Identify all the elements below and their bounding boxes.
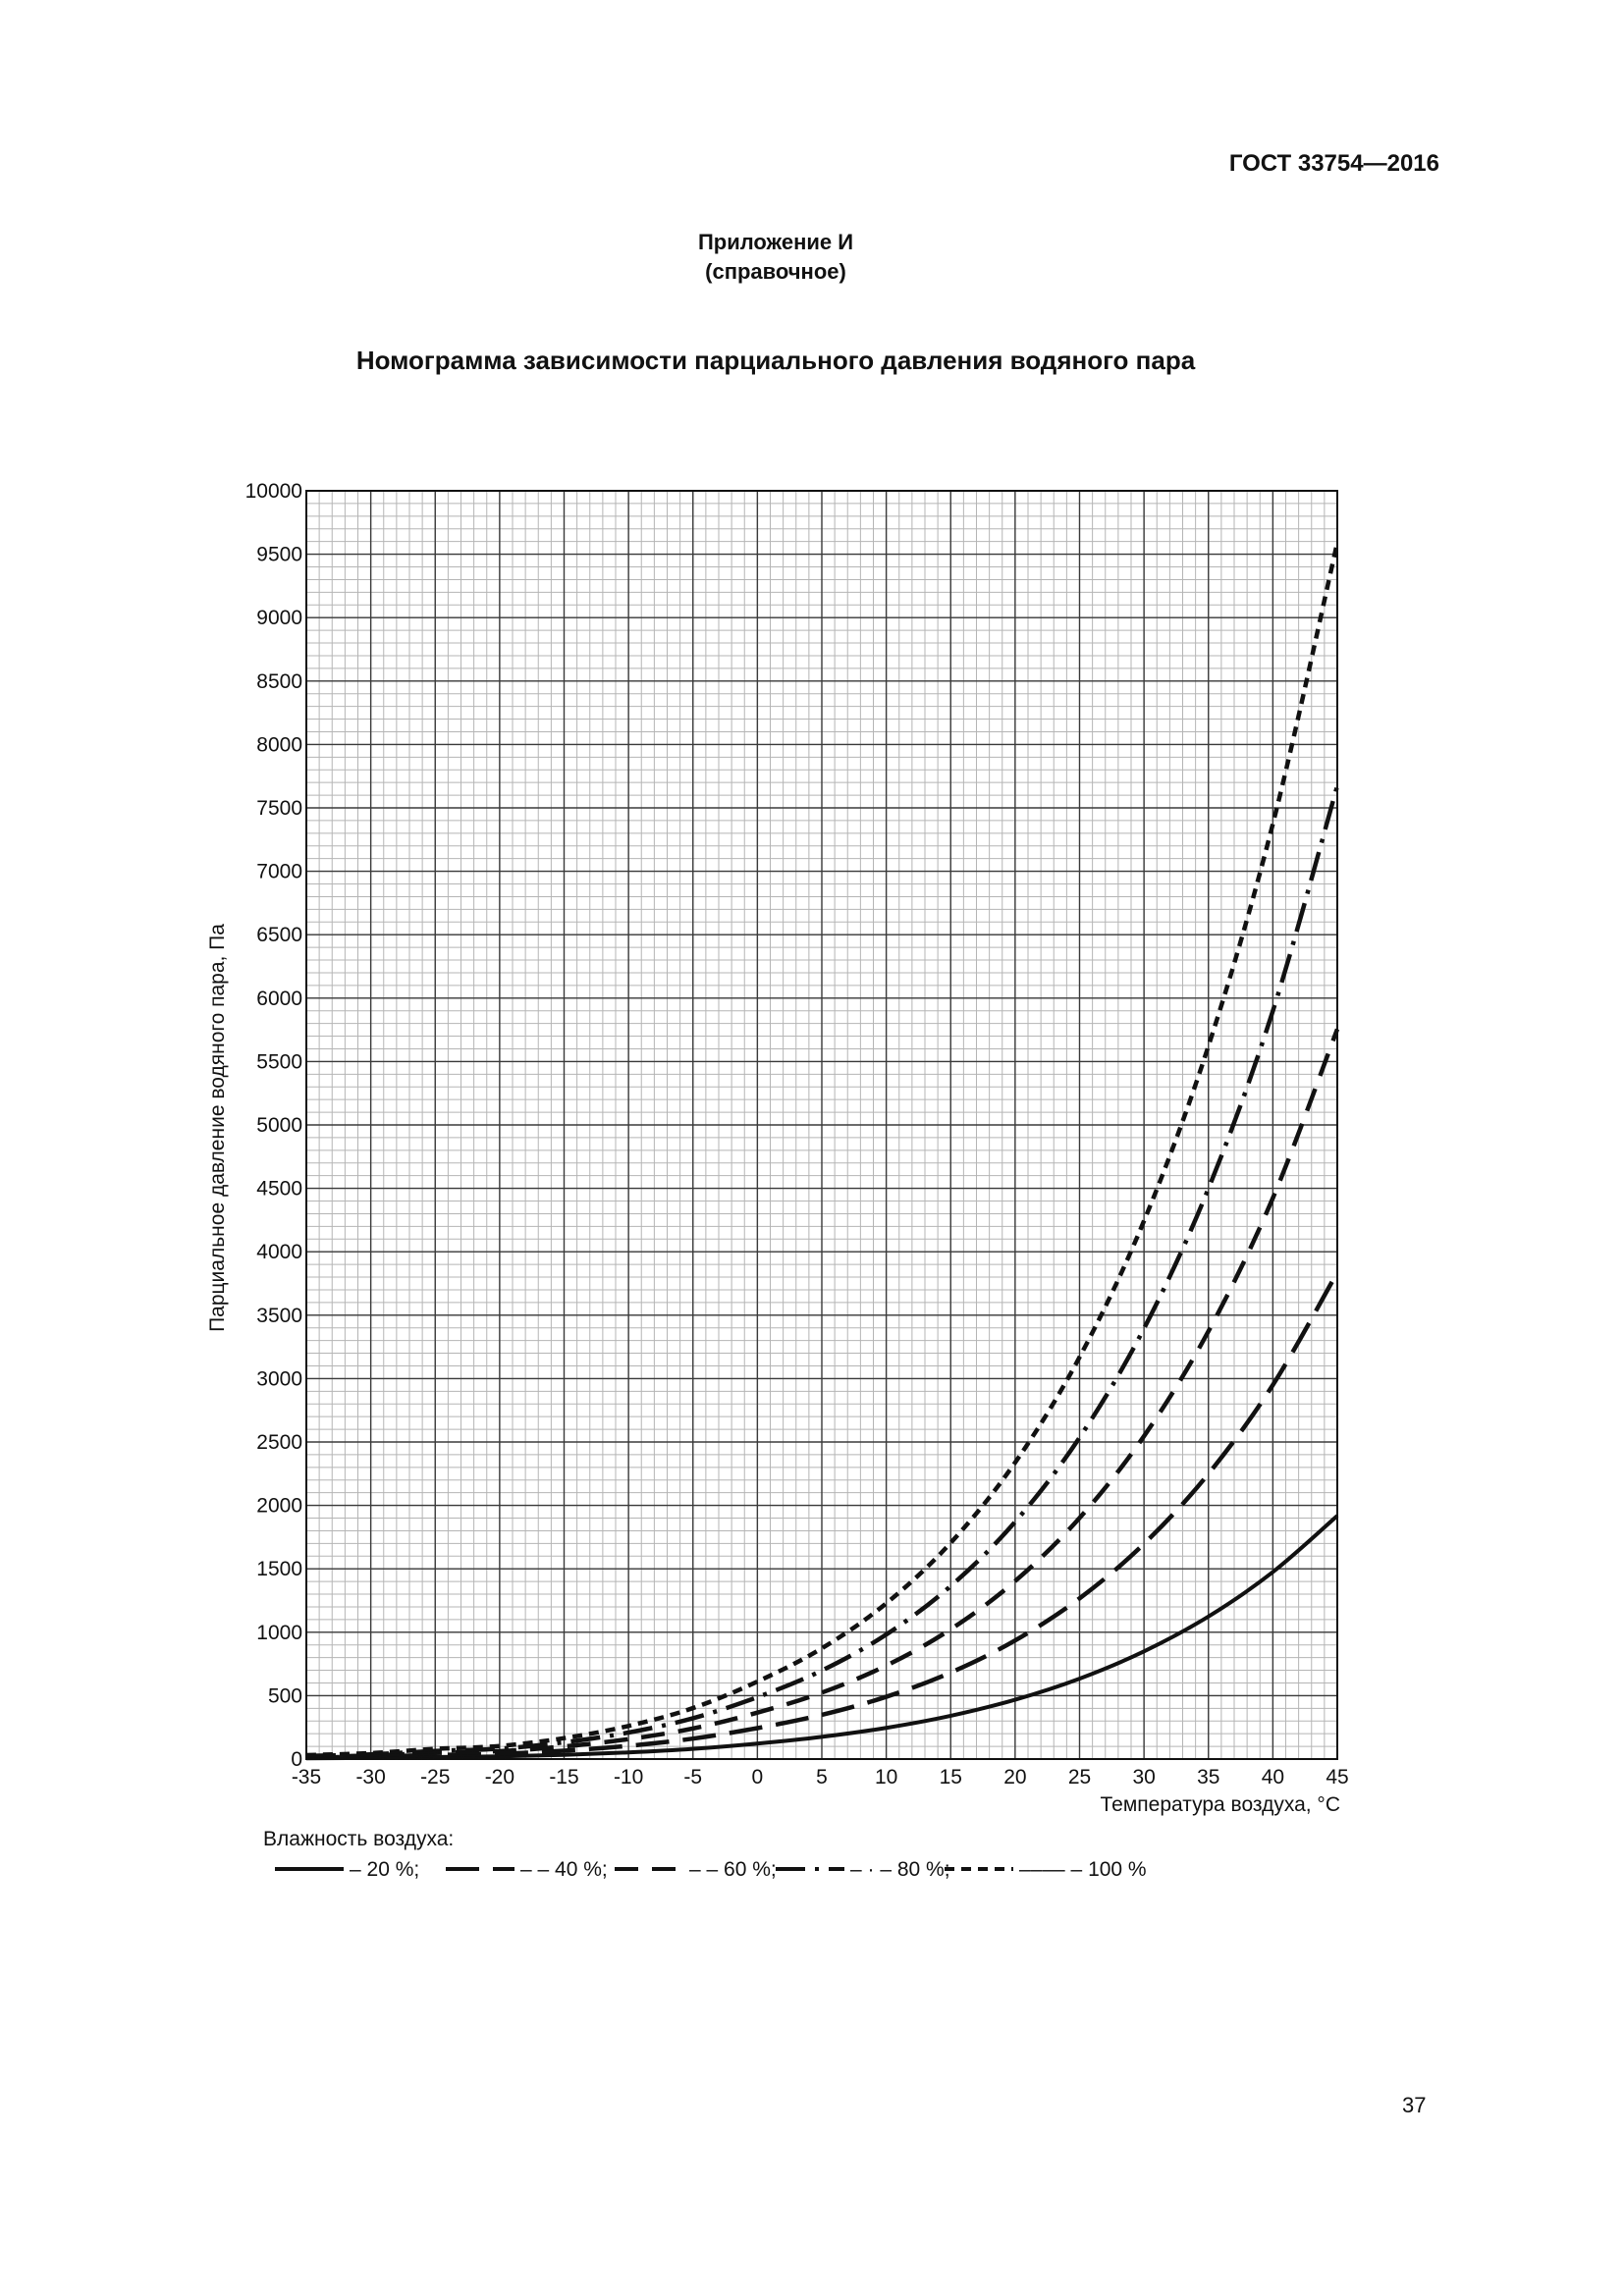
y-tick-label: 10000 — [245, 480, 302, 503]
y-tick-label: 1000 — [256, 1622, 302, 1644]
series-line-3 — [305, 1028, 1340, 1759]
y-tick-label: 6500 — [256, 924, 302, 946]
y-tick-label: 0 — [291, 1748, 302, 1771]
chart-title: Номограмма зависимости парциального давл… — [355, 346, 1196, 375]
y-tick-label: 8500 — [256, 670, 302, 693]
x-tick-label: 20 — [1003, 1766, 1026, 1789]
legend-label-5: –––– – 100 % — [1019, 1858, 1147, 1881]
page-number: 37 — [1402, 2093, 1427, 2117]
appendix-label: Приложение И — [697, 230, 854, 254]
y-tick-label: 9500 — [256, 544, 302, 566]
y-tick-label: 3000 — [256, 1367, 302, 1390]
x-tick-label: 25 — [1068, 1766, 1091, 1789]
x-tick-label: 0 — [752, 1766, 764, 1789]
y-tick-label: 1500 — [256, 1558, 302, 1580]
x-tick-label: -20 — [485, 1766, 514, 1789]
x-tick-label: 5 — [816, 1766, 828, 1789]
x-tick-label: -10 — [614, 1766, 643, 1789]
y-tick-label: 5500 — [256, 1050, 302, 1073]
legend-label-4: – · – 80 %; — [850, 1858, 950, 1881]
y-tick-label: 9000 — [256, 607, 302, 629]
y-tick-label: 4500 — [256, 1178, 302, 1201]
y-tick-label: 8000 — [256, 733, 302, 756]
y-tick-label: 6000 — [256, 988, 302, 1010]
series-lines — [305, 542, 1340, 1761]
legend: – 20 %; – – 40 %; – – 60 %; – · – 80 %; ––––… — [275, 1858, 1147, 1881]
legend-title: Влажность воздуха: — [263, 1828, 454, 1850]
y-axis-label: Парциальное давление водяного пара, Па — [206, 924, 229, 1332]
major-grid — [305, 490, 1338, 1760]
x-tick-label: 35 — [1197, 1766, 1219, 1789]
series-line-2 — [305, 1271, 1339, 1760]
y-axis-ticks: 0 500 1000 1500 2000 2500 3000 3500 4000 4500 5000… — [245, 480, 302, 1771]
x-tick-label: 10 — [875, 1766, 897, 1789]
x-tick-label: 30 — [1132, 1766, 1155, 1789]
plot-frame — [305, 490, 1338, 1760]
x-tick-label: -15 — [549, 1766, 578, 1789]
y-tick-label: 7500 — [256, 797, 302, 820]
y-tick-label: 2000 — [256, 1495, 302, 1518]
legend-label-2: – – 40 %; — [520, 1858, 608, 1881]
y-tick-label: 7000 — [256, 861, 302, 883]
x-axis-label: Температура воздуха, °С — [1101, 1793, 1340, 1816]
x-tick-label: 15 — [940, 1766, 962, 1789]
legend-label-1: – 20 %; — [350, 1858, 419, 1881]
x-axis-ticks: -35 -30 -25 -20 -15 -10 -5 0 5 10 15 20 25 30 35 40 45 — [292, 1766, 1349, 1789]
y-tick-label: 5000 — [256, 1114, 302, 1137]
y-tick-label: 3500 — [256, 1305, 302, 1327]
series-line-1 — [305, 1514, 1339, 1761]
series-line-4 — [305, 785, 1340, 1759]
y-tick-label: 4000 — [256, 1241, 302, 1263]
appendix-status: (справочное) — [705, 259, 846, 284]
y-tick-label: 500 — [268, 1684, 302, 1707]
x-tick-label: 40 — [1262, 1766, 1284, 1789]
x-tick-label: -5 — [683, 1766, 702, 1789]
x-tick-label: -25 — [420, 1766, 450, 1789]
y-tick-label: 2500 — [256, 1431, 302, 1454]
x-tick-label: 45 — [1326, 1766, 1348, 1789]
document-code: ГОСТ 33754—2016 — [1228, 150, 1439, 177]
x-tick-label: -35 — [292, 1766, 321, 1789]
x-tick-label: -30 — [355, 1766, 385, 1789]
legend-label-3: – – 60 %; — [689, 1858, 777, 1881]
series-line-5 — [305, 542, 1340, 1758]
appendix-heading: Приложение И (справочное) — [0, 228, 1551, 287]
